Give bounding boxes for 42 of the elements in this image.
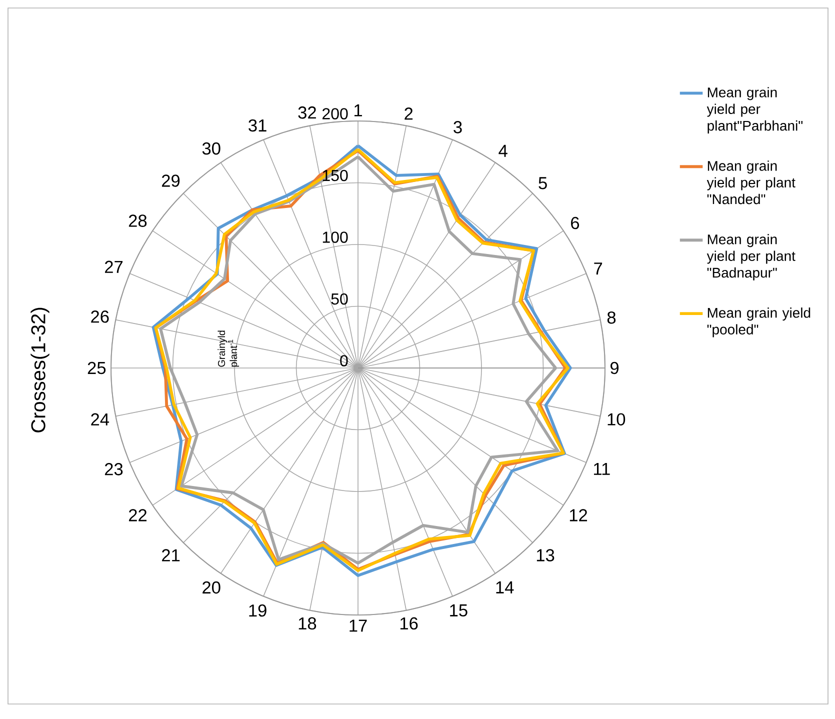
- y-tick-label: 100: [322, 232, 348, 243]
- legend-label: Mean grain yield per plant "Badnapur": [706, 234, 796, 280]
- spoke-label: 12: [570, 509, 588, 522]
- spoke-label: 23: [104, 463, 123, 476]
- spoke-label: 6: [571, 216, 580, 230]
- y-tick-label: 200: [322, 108, 348, 120]
- spoke-label: 25: [88, 362, 106, 374]
- spoke-label: 21: [162, 549, 180, 562]
- spoke-label: 29: [162, 174, 180, 187]
- spoke-label: 24: [91, 413, 110, 426]
- spoke-label: 32: [298, 106, 316, 119]
- spoke-label: 30: [202, 142, 220, 155]
- spoke-label: 22: [128, 509, 147, 522]
- legend-label: Mean grain yield "pooled": [707, 308, 810, 338]
- y-tick-label: 0: [340, 355, 348, 366]
- spoke-label: 20: [202, 581, 220, 594]
- spoke-label: 3: [454, 121, 462, 134]
- spoke-label: 28: [128, 214, 147, 227]
- spoke-label: 31: [248, 119, 266, 132]
- spoke-label: 15: [450, 604, 468, 616]
- legend-label: Mean grain yield per plant"Parbhani": [706, 87, 803, 134]
- spoke-label: 4: [498, 144, 508, 157]
- spoke-label: 8: [607, 311, 616, 324]
- spoke-label: 16: [400, 617, 418, 630]
- text: Grainyld plant$^{-1}$: [218, 330, 240, 367]
- spoke-label: 11: [594, 462, 610, 475]
- spoke-label: 9: [610, 362, 619, 374]
- spoke-label: 2: [404, 108, 413, 120]
- spoke-label: 10: [608, 413, 626, 426]
- spoke-label: 26: [91, 310, 109, 323]
- spoke-label: 1: [354, 104, 362, 116]
- spoke-label: 19: [249, 604, 266, 617]
- legend-label: Mean grain yield per plant "Nanded": [706, 160, 796, 204]
- spoke-label: 17: [350, 620, 367, 632]
- y-tick-label: 50: [331, 293, 348, 305]
- spoke-label: 5: [538, 177, 547, 190]
- spoke-label: 27: [105, 260, 123, 273]
- spoke-label: 18: [298, 617, 316, 630]
- spoke-label: 14: [496, 581, 514, 594]
- spoke-label: 7: [594, 262, 602, 275]
- spoke-label: 13: [536, 549, 554, 562]
- text: Crosses(1-32): [30, 308, 50, 432]
